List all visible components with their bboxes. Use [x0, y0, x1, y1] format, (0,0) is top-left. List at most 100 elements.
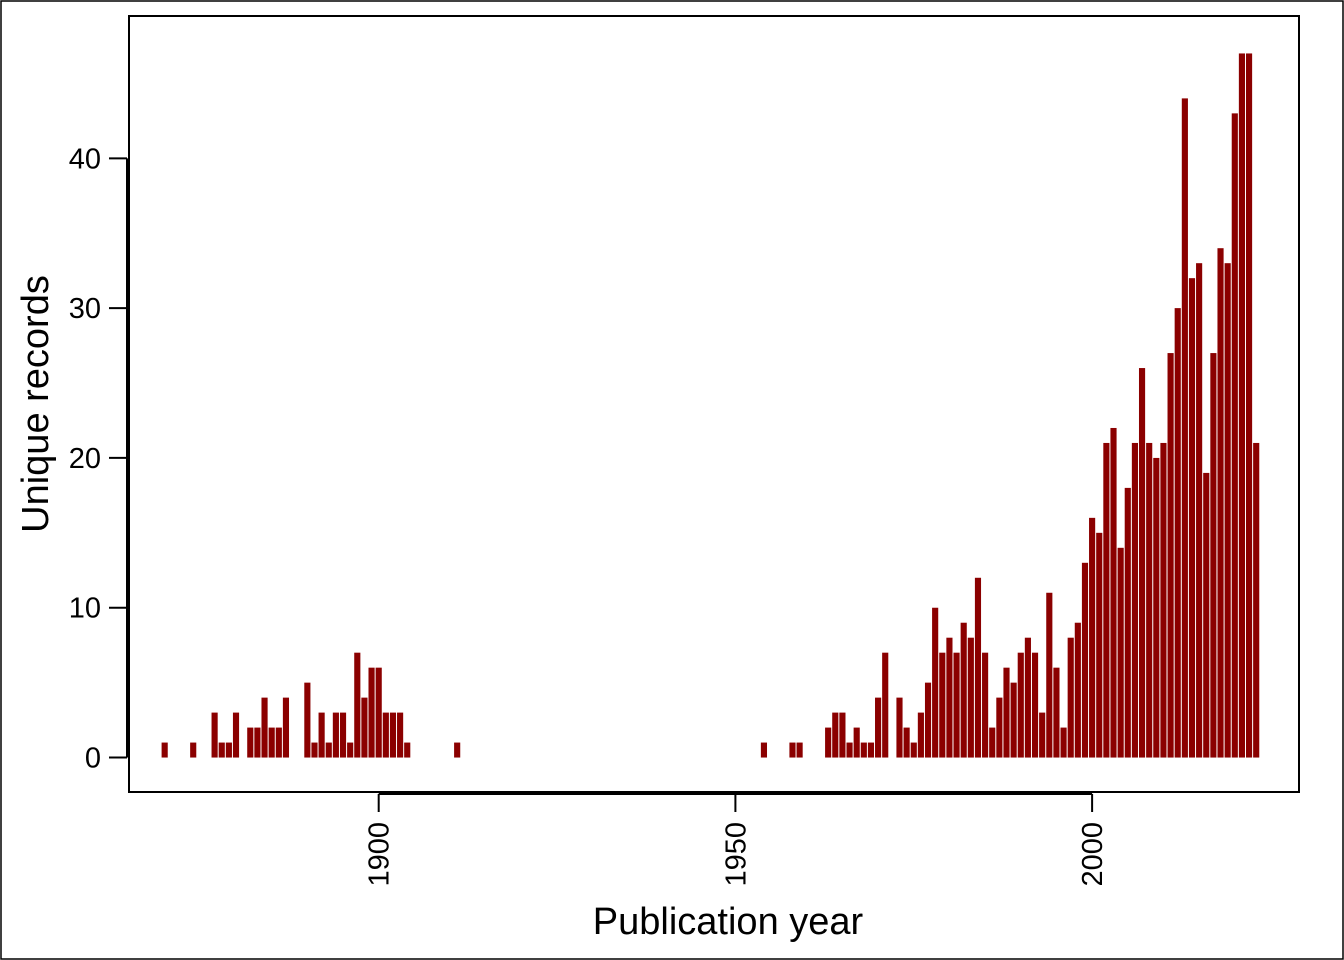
bar-1880 [232, 712, 240, 758]
x-axis-title: Publication year [593, 901, 864, 943]
y-tick-label-10: 10 [69, 593, 101, 625]
bar-1981 [953, 652, 960, 758]
bar-2002 [1103, 442, 1110, 758]
bar-1994 [1046, 592, 1053, 758]
y-axis-title: Unique records [15, 275, 57, 533]
bar-2012 [1174, 308, 1181, 758]
bar-1983 [967, 637, 974, 758]
bar-1964 [832, 712, 839, 758]
y-tick-label-20: 20 [69, 443, 101, 475]
bar-2021 [1238, 53, 1245, 758]
bar-2008 [1146, 442, 1153, 758]
bar-1954 [760, 742, 768, 758]
y-axis: 0 10 20 30 40 [69, 143, 128, 775]
bar-1991 [1024, 637, 1031, 758]
bar-2006 [1131, 442, 1138, 758]
bar-1879 [225, 742, 232, 758]
x-tick-label-2000: 2000 [1077, 822, 1109, 887]
bar-1989 [1010, 682, 1017, 758]
x-tick-label-1900: 1900 [364, 822, 396, 887]
bar-1969 [867, 742, 875, 758]
bar-1970 [875, 697, 882, 758]
bar-2004 [1117, 547, 1124, 758]
bar-2016 [1203, 472, 1210, 758]
bar-1886 [275, 727, 282, 758]
bar-1892 [318, 712, 325, 758]
bar-1891 [311, 742, 318, 758]
bar-1976 [917, 712, 924, 758]
bar-2009 [1153, 457, 1160, 758]
bar-2013 [1181, 98, 1188, 758]
bar-1974 [903, 727, 910, 758]
bar-2007 [1138, 368, 1146, 758]
bar-2020 [1231, 113, 1238, 758]
bar-2003 [1110, 427, 1117, 758]
bar-1965 [839, 712, 846, 758]
bar-1992 [1031, 652, 1039, 758]
bar-1988 [1003, 667, 1010, 758]
bar-1967 [853, 727, 860, 758]
bar-2000 [1089, 517, 1096, 758]
y-tick-label-40: 40 [69, 143, 101, 175]
y-tick-label-0: 0 [85, 743, 101, 775]
bar-1904 [404, 742, 411, 758]
bar-1971 [882, 652, 889, 758]
bar-1899 [368, 667, 375, 758]
bar-1893 [325, 742, 332, 758]
bar-2018 [1217, 248, 1224, 758]
bar-1997 [1067, 637, 1074, 758]
bar-1895 [339, 712, 347, 758]
bar-1977 [924, 682, 932, 758]
bar-2005 [1124, 487, 1131, 758]
bar-1896 [347, 742, 354, 758]
bar-1990 [1017, 652, 1024, 758]
bar-1887 [282, 697, 290, 758]
bar-1958 [789, 742, 796, 758]
bar-1984 [974, 577, 982, 758]
bar-1995 [1053, 667, 1060, 758]
bar-1959 [796, 742, 803, 758]
bar-1890 [304, 682, 311, 758]
bar-2022 [1245, 53, 1253, 758]
bar-1982 [960, 622, 967, 758]
bar-1884 [261, 697, 268, 758]
bar-1996 [1060, 727, 1067, 758]
bar-1968 [860, 742, 867, 758]
bar-1870 [161, 742, 168, 758]
bar-2001 [1096, 532, 1103, 758]
bar-1882 [247, 727, 254, 758]
bar-1980 [946, 637, 953, 758]
bar-1999 [1081, 562, 1089, 758]
bar-series [161, 53, 1260, 758]
bar-1975 [910, 742, 917, 758]
bar-1987 [996, 697, 1003, 758]
y-tick-label-30: 30 [69, 293, 101, 325]
bar-1900 [375, 667, 382, 758]
bar-1902 [389, 712, 397, 758]
bar-1894 [332, 712, 339, 758]
bar-1973 [896, 697, 903, 758]
x-tick-label-1950: 1950 [720, 822, 752, 887]
bar-2017 [1210, 353, 1217, 758]
bar-1963 [825, 727, 832, 758]
plot-area-border [128, 15, 1300, 793]
bar-1993 [1039, 712, 1046, 758]
x-axis: 1900 1950 2000 [364, 793, 1109, 887]
bar-1911 [454, 742, 461, 758]
bar-1986 [989, 727, 996, 758]
bar-1885 [268, 727, 275, 758]
bar-1883 [254, 727, 261, 758]
bar-1901 [382, 712, 389, 758]
bar-1877 [211, 712, 218, 758]
bar-2011 [1167, 353, 1174, 758]
bar-2010 [1160, 442, 1167, 758]
bar-1966 [846, 742, 853, 758]
bar-2015 [1196, 263, 1203, 758]
bar-1979 [939, 652, 946, 758]
bar-2014 [1188, 278, 1196, 758]
bar-1874 [190, 742, 197, 758]
bar-1998 [1074, 622, 1081, 758]
bar-1897 [354, 652, 361, 758]
